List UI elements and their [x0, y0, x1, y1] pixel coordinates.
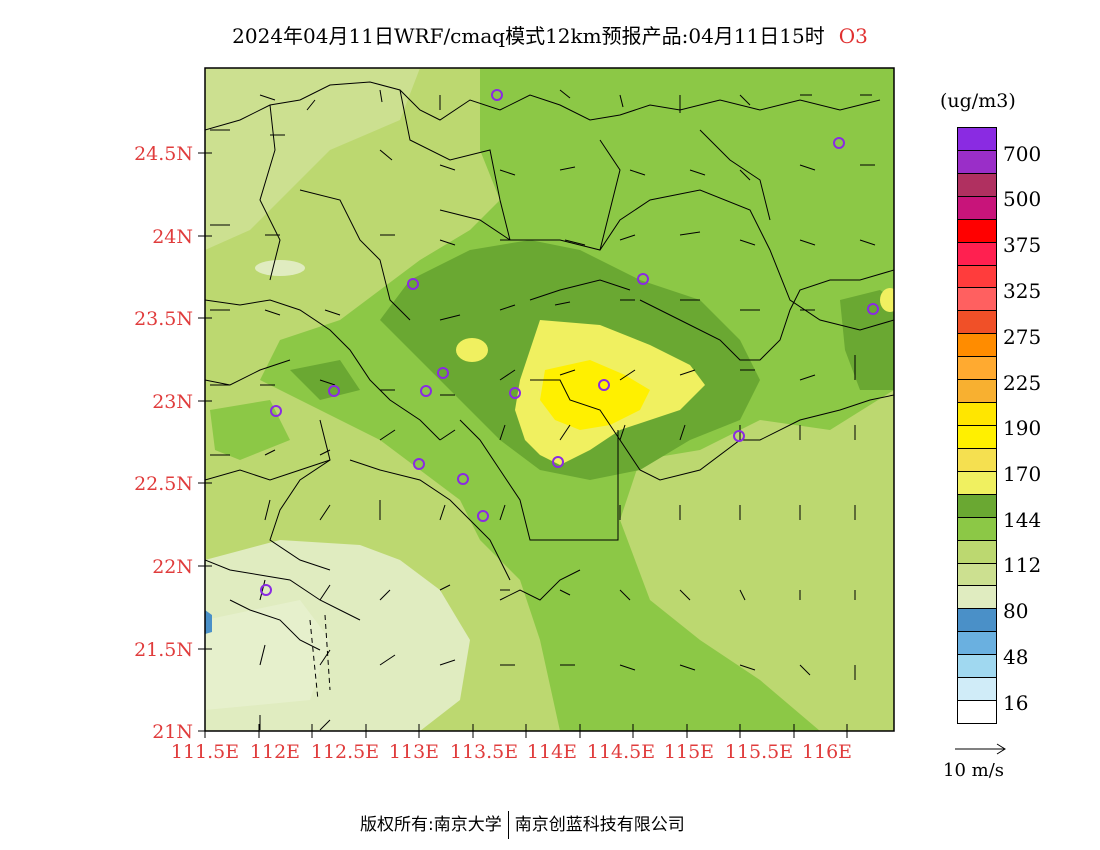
legend-swatch-24: [957, 677, 997, 701]
legend-swatch-23: [957, 654, 997, 678]
lon-label-5: 114E: [527, 741, 577, 763]
legend-label-375: 375: [1003, 233, 1042, 257]
legend-swatch-0: [957, 127, 997, 150]
lat-label-7: 21N: [152, 721, 193, 743]
legend-swatch-15: [957, 470, 997, 494]
legend-swatch-3: [957, 195, 997, 219]
legend-label-225: 225: [1003, 371, 1042, 395]
legend-label-112: 112: [1003, 553, 1042, 577]
legend-label-48: 48: [1003, 645, 1029, 669]
lon-ticks: [204, 724, 848, 738]
legend-label-325: 325: [1003, 279, 1042, 303]
legend-swatch-6: [957, 264, 997, 288]
lon-label-0: 111.5E: [171, 741, 239, 763]
legend-label-16: 16: [1003, 691, 1029, 715]
wind-reference-label: 10 m/s: [943, 760, 1004, 781]
lat-label-5: 22N: [152, 556, 193, 578]
lon-label-6: 114.5E: [587, 741, 655, 763]
legend-swatch-14: [957, 447, 997, 471]
title-main: 2024年04月11日WRF/cmaq模式12km预报产品:04月11日15时: [232, 24, 825, 48]
footer-divider: [507, 811, 509, 839]
lat-label-3: 23N: [152, 391, 193, 413]
footer-right: 南京创蓝科技有限公司: [514, 815, 685, 835]
legend-swatch-18: [957, 539, 997, 563]
legend-swatch-16: [957, 493, 997, 517]
lon-label-9: 116E: [802, 741, 852, 763]
legend-label-700: 700: [1003, 142, 1042, 166]
legend-swatch-22: [957, 631, 997, 655]
legend-swatch-17: [957, 516, 997, 540]
legend-swatch-5: [957, 241, 997, 265]
legend-swatch-7: [957, 287, 997, 311]
dashed-boundary: [309, 619, 319, 701]
legend-swatch-2: [957, 172, 997, 196]
lon-label-4: 113.5E: [450, 741, 518, 763]
lat-label-4: 22.5N: [134, 473, 193, 495]
dashed-boundary-2: [324, 614, 331, 691]
lat-ticks: [198, 152, 212, 732]
lat-label-2: 23.5N: [134, 308, 193, 330]
lat-label-0: 24.5N: [134, 143, 193, 165]
legend-swatch-13: [957, 424, 997, 448]
wind-vectors: [210, 89, 876, 731]
concentration-field: [205, 68, 894, 731]
title-species: O3: [838, 24, 868, 48]
lat-label-6: 21.5N: [134, 639, 193, 661]
legend-label-275: 275: [1003, 325, 1042, 349]
legend-label-500: 500: [1003, 187, 1042, 211]
legend-label-170: 170: [1003, 462, 1042, 486]
legend-label-144: 144: [1003, 508, 1042, 532]
lon-label-1: 112E: [250, 741, 300, 763]
legend-unit: (ug/m3): [940, 90, 1016, 112]
lat-label-1: 24N: [152, 226, 193, 248]
color-legend: [957, 127, 997, 724]
copyright-footer: 版权所有:南京大学 南京创蓝科技有限公司: [360, 810, 685, 839]
legend-swatch-8: [957, 310, 997, 334]
legend-swatch-4: [957, 218, 997, 242]
legend-swatch-20: [957, 585, 997, 609]
legend-swatch-10: [957, 356, 997, 380]
legend-swatch-11: [957, 379, 997, 403]
legend-swatch-21: [957, 608, 997, 632]
chart-title: 2024年04月11日WRF/cmaq模式12km预报产品:04月11日15时 O…: [0, 20, 1100, 49]
footer-left: 版权所有:南京大学: [360, 815, 502, 835]
lon-label-8: 115.5E: [725, 741, 793, 763]
lon-label-3: 113E: [389, 741, 439, 763]
legend-swatch-1: [957, 149, 997, 173]
station-markers: [260, 89, 879, 596]
map-frame: [204, 67, 895, 732]
legend-label-190: 190: [1003, 416, 1042, 440]
legend-swatch-12: [957, 402, 997, 425]
legend-label-80: 80: [1003, 599, 1029, 623]
province-boundaries: [205, 81, 894, 651]
wind-reference-arrow: [955, 743, 1006, 755]
lon-label-2: 112.5E: [311, 741, 379, 763]
legend-swatch-9: [957, 333, 997, 357]
legend-swatch-25: [957, 700, 997, 724]
lon-label-7: 115E: [664, 741, 714, 763]
legend-swatch-19: [957, 562, 997, 586]
